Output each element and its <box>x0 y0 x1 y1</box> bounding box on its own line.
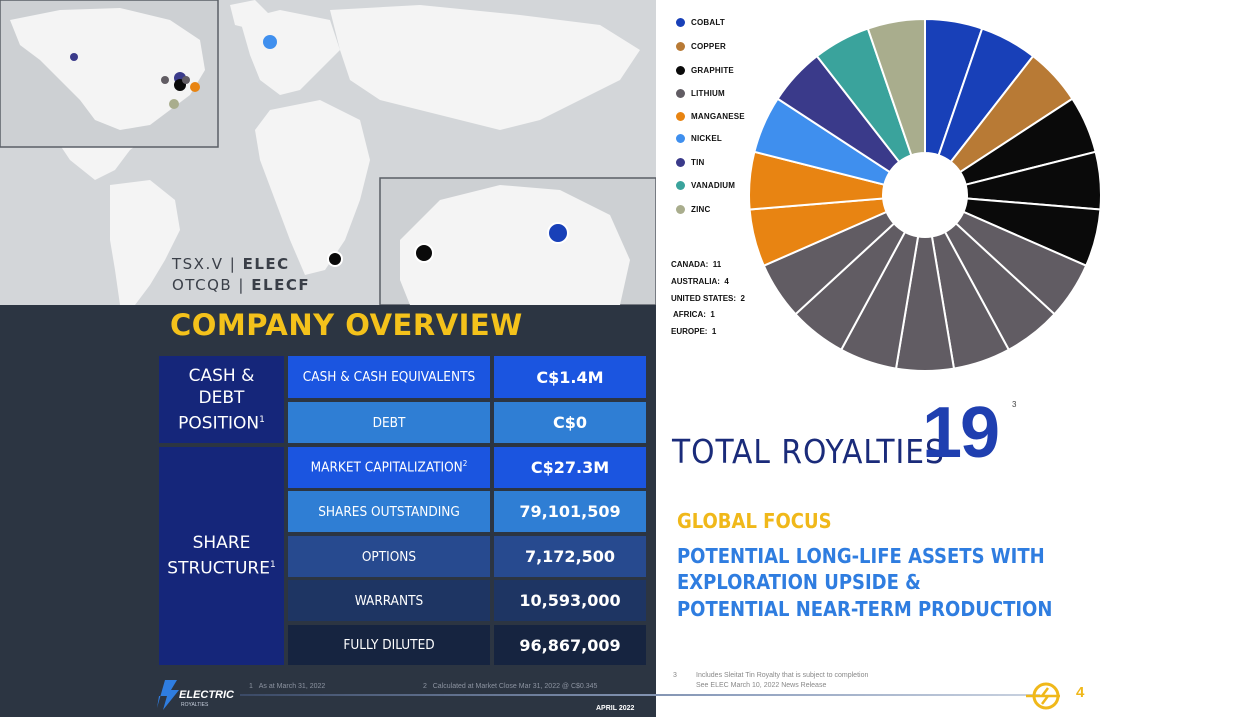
footnote-1: 1 As at March 31, 2022 <box>249 683 326 690</box>
focus-line-3: POTENTIAL NEAR-TERM PRODUCTION <box>677 597 1053 621</box>
legend-label: GRAPHITE <box>691 66 734 75</box>
legend-swatch <box>676 66 685 75</box>
count-united-states: UNITED STATES: 2 <box>671 294 745 303</box>
row-label-options: OPTIONS <box>288 536 490 577</box>
legend-item-nickel: NICKEL <box>676 134 722 143</box>
legend-label: ZINC <box>691 205 711 214</box>
row-label-shares-outstanding: SHARES OUTSTANDING <box>288 491 490 532</box>
ticker-otcqb: OTCQB | ELECF <box>172 276 311 294</box>
row-value-cash: C$1.4M <box>494 356 646 398</box>
presentation-date: APRIL 2022 <box>596 705 635 712</box>
footnote-3-line-1: Includes Sleitat Tin Royalty that is sub… <box>696 672 869 679</box>
legend-swatch <box>676 42 685 51</box>
electric-royalties-logo: ELECTRIC ROYALTIES <box>157 680 235 710</box>
cash-debt-section-header: CASH & DEBT POSITION1 <box>159 356 284 443</box>
legend-swatch <box>676 134 685 143</box>
row-value-options: 7,172,500 <box>494 536 646 577</box>
count-canada: CANADA: 11 <box>671 260 722 269</box>
legend-item-lithium: LITHIUM <box>676 89 725 98</box>
legend-swatch <box>676 18 685 27</box>
legend-label: COPPER <box>691 42 726 51</box>
legend-item-vanadium: VANADIUM <box>676 181 735 190</box>
legend-swatch <box>676 89 685 98</box>
svg-text:ELECTRIC: ELECTRIC <box>179 689 235 701</box>
total-royalties-footnote-ref: 3 <box>1012 400 1017 409</box>
legend-label: VANADIUM <box>691 181 736 190</box>
row-label-debt: DEBT <box>288 402 490 443</box>
legend-item-manganese: MANGANESE <box>676 112 745 121</box>
legend-item-tin: TIN <box>676 158 705 167</box>
company-overview-title: COMPANY OVERVIEW <box>170 308 523 342</box>
legend-label: COBALT <box>691 18 725 27</box>
legend-swatch <box>676 112 685 121</box>
world-map <box>0 0 656 305</box>
total-royalties-label: TOTAL ROYALTIES <box>672 432 945 471</box>
footer-divider <box>240 694 1040 696</box>
royalties-donut-chart <box>748 17 1102 373</box>
ticker-tsxv: TSX.V | ELEC <box>172 255 290 273</box>
row-value-market-cap: C$27.3M <box>494 447 646 488</box>
row-label-fully-diluted: FULLY DILUTED <box>288 625 490 665</box>
count-africa: AFRICA: 1 <box>673 310 715 319</box>
count-australia: AUSTRALIA: 4 <box>671 277 729 286</box>
legend-label: TIN <box>691 158 705 167</box>
global-focus-heading: GLOBAL FOCUS <box>677 509 832 533</box>
row-value-warrants: 10,593,000 <box>494 580 646 621</box>
legend-swatch <box>676 181 685 190</box>
page-number: 4 <box>1076 684 1085 701</box>
legend-label: LITHIUM <box>691 89 725 98</box>
row-value-fully-diluted: 96,867,009 <box>494 625 646 665</box>
svg-text:ROYALTIES: ROYALTIES <box>181 702 209 708</box>
legend-item-graphite: GRAPHITE <box>676 66 734 75</box>
footnote-3-line-2: See ELEC March 10, 2022 News Release <box>696 682 827 689</box>
left-panel: TSX.V | ELEC OTCQB | ELECF COMPANY OVERV… <box>0 0 656 717</box>
row-value-shares-outstanding: 79,101,509 <box>494 491 646 532</box>
total-royalties-value: 19 <box>922 393 1000 473</box>
count-europe: EUROPE: 1 <box>671 327 717 336</box>
focus-line-1: POTENTIAL LONG-LIFE ASSETS WITH <box>677 544 1045 568</box>
legend-label: NICKEL <box>691 134 722 143</box>
share-structure-section-header: SHARE STRUCTURE1 <box>159 447 284 665</box>
footnote-3-number: 3 <box>673 672 677 679</box>
row-label-warrants: WARRANTS <box>288 580 490 621</box>
footnote-2: 2 Calculated at Market Close Mar 31, 202… <box>423 683 598 690</box>
legend-swatch <box>676 205 685 214</box>
focus-line-2: EXPLORATION UPSIDE & <box>677 570 921 594</box>
legend-item-zinc: ZINC <box>676 205 710 214</box>
row-label-cash: CASH & CASH EQUIVALENTS <box>288 356 490 398</box>
legend-item-copper: COPPER <box>676 42 726 51</box>
lightning-emblem-icon <box>1026 682 1060 710</box>
row-value-debt: C$0 <box>494 402 646 443</box>
legend-item-cobalt: COBALT <box>676 18 725 27</box>
donut-slice-zinc <box>866 17 926 157</box>
legend-label: MANGANESE <box>691 112 745 121</box>
row-label-market-cap: MARKET CAPITALIZATION2 <box>288 447 490 488</box>
legend-swatch <box>676 158 685 167</box>
